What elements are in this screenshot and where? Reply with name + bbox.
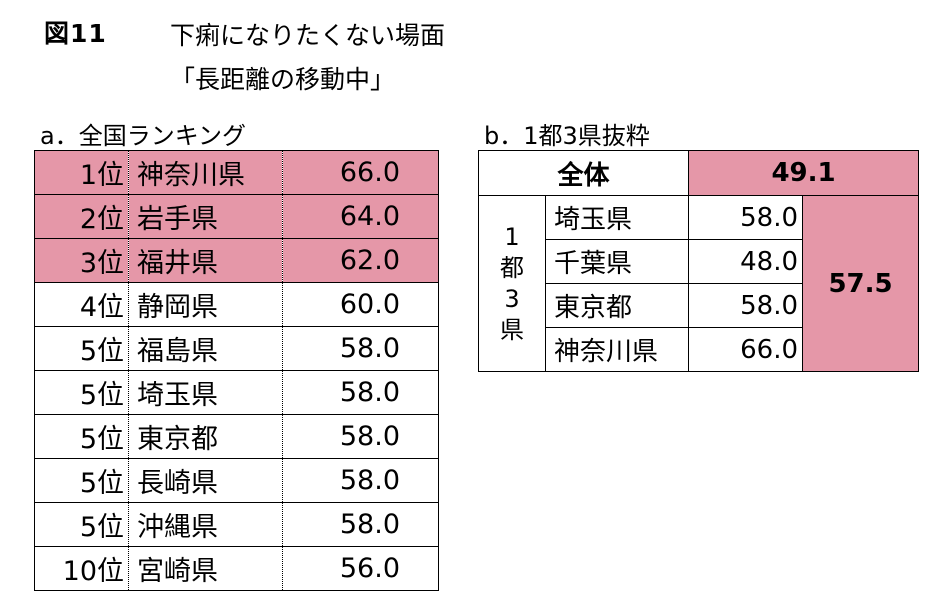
section-b-label: b．1都3県抜粋 — [484, 122, 650, 150]
ranking-row: 3位 福井県 62.0 — [34, 238, 439, 283]
rank-cell: 10位 — [34, 546, 129, 591]
rank-cell: 2位 — [34, 194, 129, 239]
value-cell: 66.0 — [688, 327, 804, 372]
value-cell: 58.0 — [688, 195, 804, 240]
value-cell: 56.0 — [282, 546, 439, 591]
sub-row: 1 都 3 県 埼玉県 58.0 57.5 — [478, 195, 920, 372]
value-cell: 58.0 — [688, 283, 804, 328]
group-label: 1 都 3 県 — [478, 195, 546, 372]
rank-cell: 5位 — [34, 502, 129, 547]
ranking-table: 1位 神奈川県 66.0 2位 岩手県 64.0 3位 福井県 62.0 4位 … — [34, 150, 439, 591]
ranking-row: 1位 神奈川県 66.0 — [34, 150, 439, 195]
ranking-row: 5位 沖縄県 58.0 — [34, 502, 439, 547]
ranking-row: 10位 宮崎県 56.0 — [34, 546, 439, 591]
value-cell: 62.0 — [282, 238, 439, 283]
figure-title: 下痢になりたくない場面 「長距離の移動中」 — [170, 14, 445, 102]
rank-cell: 3位 — [34, 238, 129, 283]
group-label-char: 県 — [500, 315, 524, 344]
value-cell: 58.0 — [282, 458, 439, 503]
prefecture-cell: 沖縄県 — [128, 502, 283, 547]
value-cell: 60.0 — [282, 282, 439, 327]
total-label: 全体 — [477, 150, 690, 196]
ranking-row: 4位 静岡県 60.0 — [34, 282, 439, 327]
prefecture-cell: 東京都 — [544, 283, 690, 328]
rank-cell: 5位 — [34, 414, 129, 459]
total-value: 49.1 — [688, 150, 920, 196]
group-average-value: 57.5 — [802, 195, 920, 372]
figure-title-line-1: 下痢になりたくない場面 — [170, 21, 446, 50]
rank-cell: 1位 — [34, 150, 129, 195]
prefecture-cell: 千葉県 — [544, 239, 690, 284]
rank-cell: 4位 — [34, 282, 129, 327]
value-cell: 58.0 — [282, 326, 439, 371]
prefecture-cell: 長崎県 — [128, 458, 283, 503]
group-label-char: 3 — [504, 284, 520, 313]
rank-cell: 5位 — [34, 458, 129, 503]
value-cell: 58.0 — [282, 502, 439, 547]
rank-cell: 5位 — [34, 370, 129, 415]
prefecture-cell: 神奈川県 — [128, 150, 283, 195]
total-row: 全体 49.1 — [477, 150, 920, 196]
prefecture-cell: 神奈川県 — [544, 327, 690, 372]
prefecture-cell: 東京都 — [128, 414, 283, 459]
ranking-row: 5位 長崎県 58.0 — [34, 458, 439, 503]
group-label-char: 1 — [504, 222, 520, 251]
value-cell: 58.0 — [282, 370, 439, 415]
section-a-label: a．全国ランキング — [40, 122, 246, 150]
group-label-char: 都 — [500, 253, 524, 282]
value-cell: 58.0 — [282, 414, 439, 459]
value-cell: 66.0 — [282, 150, 439, 195]
prefecture-cell: 埼玉県 — [128, 370, 283, 415]
value-cell: 64.0 — [282, 194, 439, 239]
prefecture-cell: 福島県 — [128, 326, 283, 371]
prefecture-cell: 福井県 — [128, 238, 283, 283]
prefecture-cell: 宮崎県 — [128, 546, 283, 591]
summary-table: 全体 49.1 1 都 3 県 埼玉県 58.0 57.5 千葉県 48.0 東… — [477, 150, 920, 372]
ranking-row: 5位 福島県 58.0 — [34, 326, 439, 371]
rank-cell: 5位 — [34, 326, 129, 371]
value-cell: 48.0 — [688, 239, 804, 284]
sub-row: 神奈川県 66.0 — [479, 327, 919, 372]
ranking-row: 5位 東京都 58.0 — [34, 414, 439, 459]
ranking-row: 2位 岩手県 64.0 — [34, 194, 439, 239]
ranking-row: 5位 埼玉県 58.0 — [34, 370, 439, 415]
prefecture-cell: 岩手県 — [128, 194, 283, 239]
figure-title-line-2: 「長距離の移動中」 — [170, 65, 396, 94]
prefecture-cell: 埼玉県 — [544, 195, 690, 240]
sub-row: 千葉県 48.0 — [479, 239, 919, 284]
prefecture-cell: 静岡県 — [128, 282, 283, 327]
figure-label: 図11 — [44, 19, 107, 48]
